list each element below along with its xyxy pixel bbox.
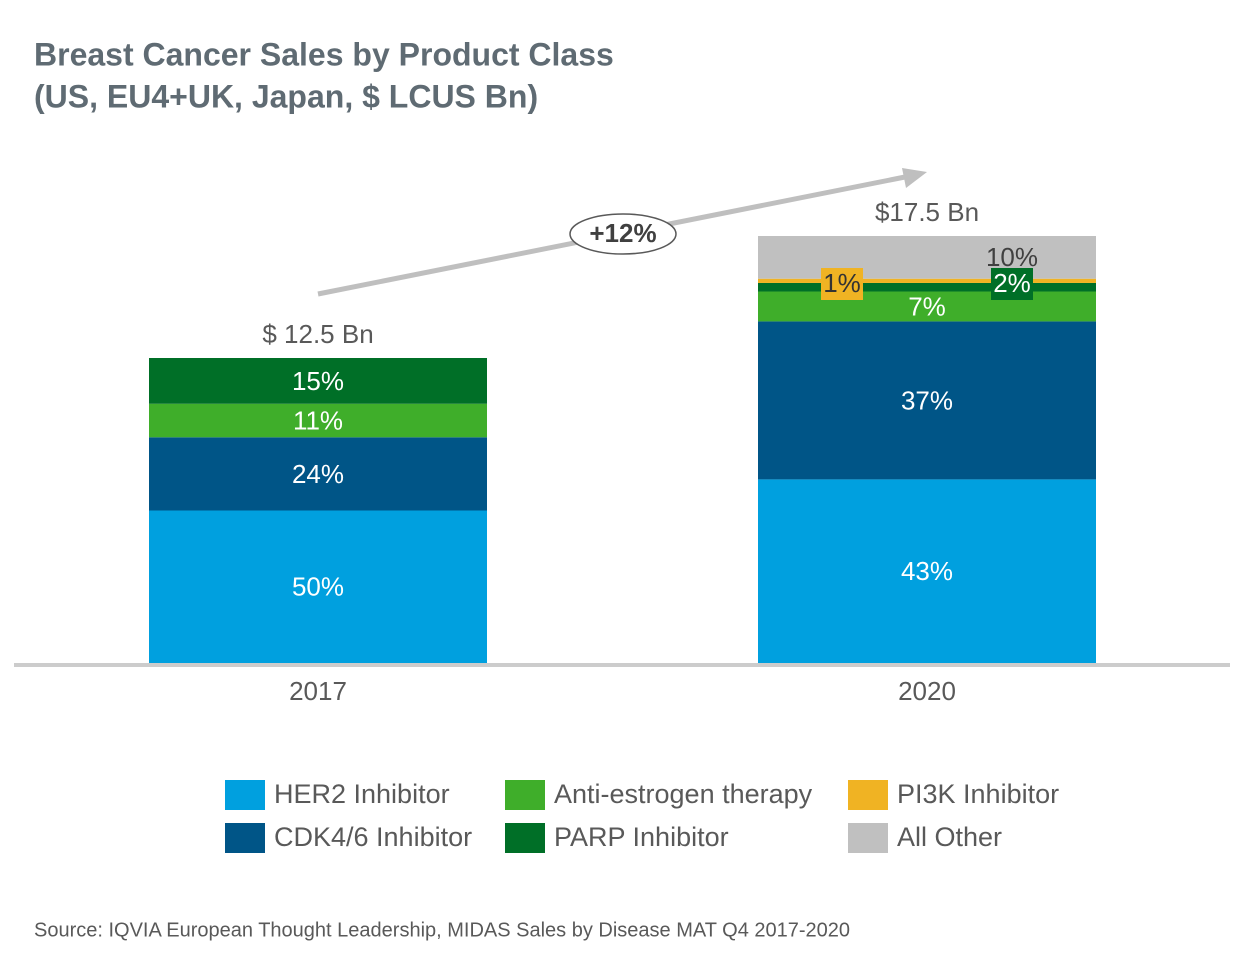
legend-swatch — [505, 780, 545, 810]
bar-segment — [149, 437, 487, 511]
data-label: 15% — [292, 366, 344, 396]
label-box — [991, 268, 1033, 300]
x-tick-label: 2017 — [289, 676, 347, 706]
annotation-oval — [569, 213, 677, 255]
bar-segment — [758, 282, 1096, 292]
bar-segment — [758, 236, 1096, 279]
data-label: 1% — [823, 268, 861, 298]
data-label: 10% — [986, 242, 1038, 272]
source: Source: IQVIA European Thought Leadershi… — [34, 919, 850, 941]
legend-swatch — [505, 823, 545, 853]
bar-segment — [758, 479, 1096, 663]
label-box — [821, 268, 863, 300]
legend-swatch — [848, 780, 888, 810]
chart-subtitle: (US, EU4+UK, Japan, $ LCUS Bn) — [34, 78, 538, 114]
bar-segment — [758, 278, 1096, 283]
legend-swatch — [225, 823, 265, 853]
legend-label: PI3K Inhibitor — [897, 779, 1059, 809]
data-label: 7% — [908, 291, 946, 321]
x-tick-label: 2020 — [898, 676, 956, 706]
total-label: $17.5 Bn — [875, 197, 979, 227]
arrow-head — [902, 168, 927, 188]
bar-segment — [758, 321, 1096, 480]
annotation: +12% — [589, 218, 656, 248]
bar-segment — [149, 358, 487, 404]
legend-label: All Other — [897, 822, 1002, 852]
data-label: 24% — [292, 459, 344, 489]
total-label: $ 12.5 Bn — [262, 319, 373, 349]
bar-segment — [758, 291, 1096, 322]
legend-label: HER2 Inhibitor — [274, 779, 450, 809]
data-label: 2% — [993, 268, 1031, 298]
legend-label: PARP Inhibitor — [554, 822, 729, 852]
data-label: 43% — [901, 556, 953, 586]
bar-segment — [149, 403, 487, 438]
legend-label: CDK4/6 Inhibitor — [274, 822, 472, 852]
chart-title: Breast Cancer Sales by Product Class — [34, 36, 614, 72]
legend-label: Anti-estrogen therapy — [554, 779, 813, 809]
legend-swatch — [848, 823, 888, 853]
data-label: 11% — [293, 405, 343, 435]
data-label: 50% — [292, 572, 344, 602]
bar-segment — [149, 510, 487, 663]
legend-swatch — [225, 780, 265, 810]
data-label: 37% — [901, 385, 953, 415]
